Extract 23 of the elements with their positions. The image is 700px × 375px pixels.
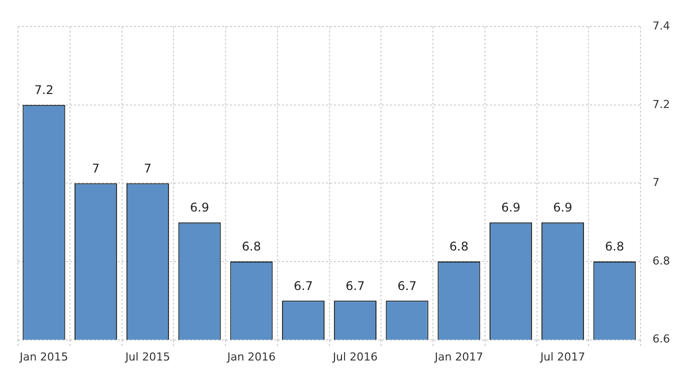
y-tick-label: 7.2 [652,98,670,111]
data-label: 6.7 [294,278,313,293]
y-tick-label: 7.4 [652,19,670,32]
data-label: 7.2 [34,83,54,98]
data-label: 6.7 [346,278,365,293]
data-label: 6.8 [605,240,624,254]
x-tick-label: Jul 2016 [332,350,378,364]
data-label: 6.8 [242,240,261,254]
data-label: 6.8 [449,240,468,254]
x-tick-label: Jul 2017 [539,350,586,364]
y-tick-label: 7 [652,176,660,190]
data-label: 7 [144,161,152,176]
x-tick-label: Jan 2016 [226,350,276,364]
x-tick-label: Jul 2015 [124,350,170,364]
y-tick-label: 6.8 [652,254,670,268]
data-label: 7 [92,161,100,176]
x-tick-label: Jan 2017 [434,350,484,364]
data-label: 6.9 [501,200,520,214]
data-label: 6.9 [190,200,210,214]
data-label: 6.9 [553,200,572,214]
y-tick-label: 6.6 [652,332,670,346]
data-label: 6.7 [398,278,417,293]
x-tick-label: Jan 2015 [18,350,68,364]
